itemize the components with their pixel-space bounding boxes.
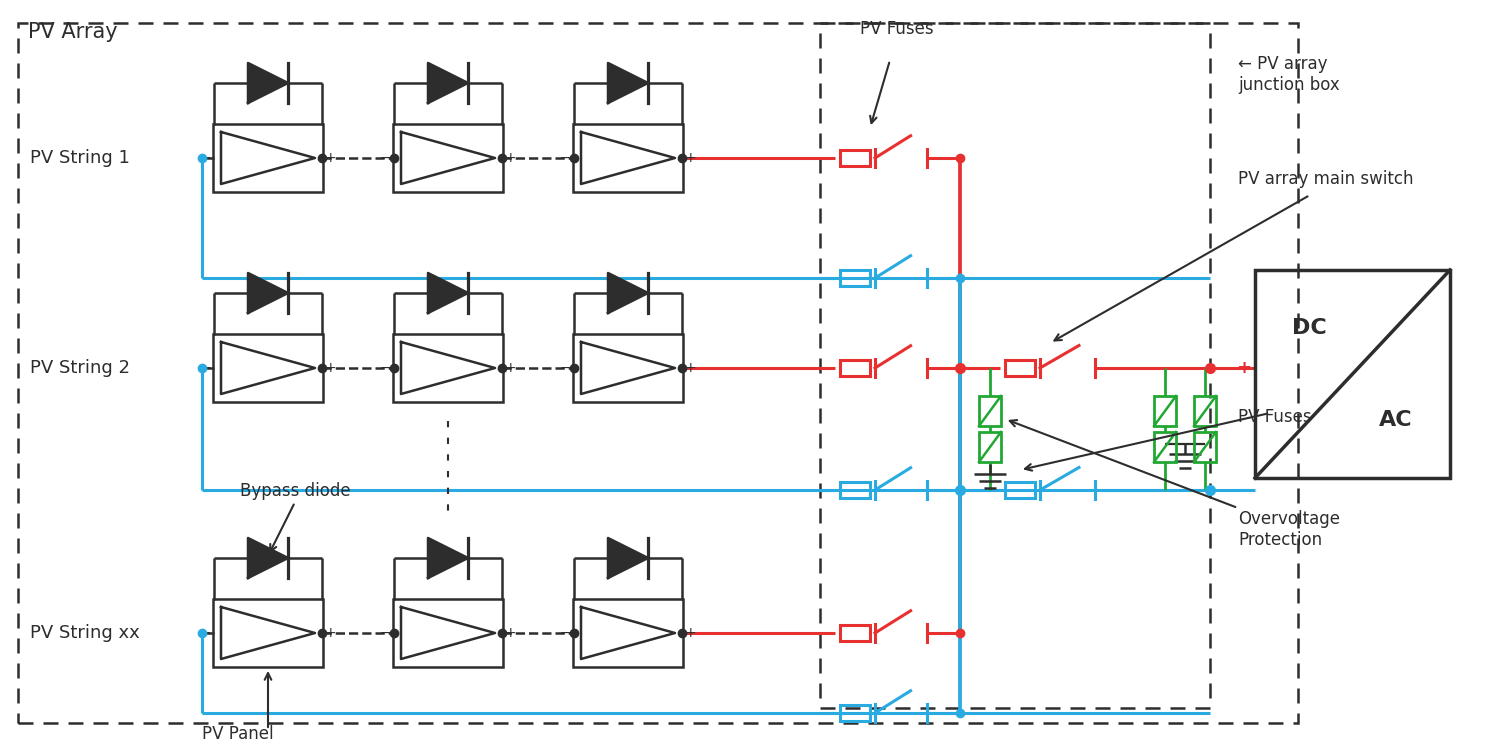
- Polygon shape: [428, 273, 468, 313]
- Text: +: +: [685, 626, 697, 640]
- Text: +: +: [1236, 359, 1251, 377]
- Text: PV Fuses: PV Fuses: [1238, 408, 1312, 426]
- Bar: [572, 599, 684, 667]
- Bar: [1154, 432, 1176, 462]
- Bar: [393, 334, 503, 402]
- Text: −: −: [199, 626, 211, 640]
- Bar: [840, 270, 870, 286]
- Text: PV String 2: PV String 2: [30, 359, 130, 377]
- Bar: [18, 23, 1298, 723]
- Polygon shape: [608, 273, 648, 313]
- Polygon shape: [428, 538, 468, 578]
- Bar: [979, 432, 1001, 462]
- Bar: [840, 705, 870, 721]
- Bar: [1005, 482, 1035, 498]
- Polygon shape: [248, 273, 288, 313]
- Text: ← PV array
junction box: ← PV array junction box: [1238, 55, 1340, 94]
- Text: Overvoltage
Protection: Overvoltage Protection: [1238, 510, 1340, 549]
- Text: −: −: [1235, 480, 1251, 500]
- Text: PV Panel: PV Panel: [202, 725, 274, 743]
- Text: +: +: [505, 361, 517, 375]
- Text: −: −: [380, 151, 392, 165]
- Text: −: −: [380, 626, 392, 640]
- Text: PV String xx: PV String xx: [30, 624, 140, 642]
- Text: −: −: [199, 361, 211, 375]
- Polygon shape: [608, 538, 648, 578]
- Bar: [212, 334, 322, 402]
- Bar: [979, 396, 1001, 426]
- Text: −: −: [199, 151, 211, 165]
- Text: AC: AC: [1378, 410, 1413, 430]
- Bar: [572, 334, 684, 402]
- Text: PV array main switch: PV array main switch: [1238, 170, 1414, 188]
- Text: −: −: [380, 361, 392, 375]
- Text: +: +: [505, 626, 517, 640]
- Bar: [393, 124, 503, 192]
- Text: PV String 1: PV String 1: [30, 149, 130, 167]
- Text: −: −: [559, 626, 571, 640]
- Text: PV Fuses: PV Fuses: [860, 20, 934, 38]
- Bar: [1005, 360, 1035, 376]
- Text: +: +: [325, 626, 337, 640]
- Bar: [572, 124, 684, 192]
- Polygon shape: [608, 63, 648, 103]
- Bar: [212, 599, 322, 667]
- Bar: [1194, 432, 1215, 462]
- Text: Bypass diode: Bypass diode: [239, 482, 351, 500]
- Text: −: −: [559, 151, 571, 165]
- Text: DC: DC: [1292, 318, 1327, 338]
- Bar: [840, 150, 870, 166]
- Text: +: +: [505, 151, 517, 165]
- Bar: [840, 360, 870, 376]
- Text: −: −: [559, 361, 571, 375]
- Bar: [840, 625, 870, 641]
- Text: +: +: [325, 151, 337, 165]
- Polygon shape: [248, 538, 288, 578]
- Bar: [1194, 396, 1215, 426]
- Bar: [840, 482, 870, 498]
- Polygon shape: [428, 63, 468, 103]
- Text: +: +: [685, 151, 697, 165]
- Text: +: +: [325, 361, 337, 375]
- Text: +: +: [685, 361, 697, 375]
- Bar: [1154, 396, 1176, 426]
- Bar: [393, 599, 503, 667]
- Polygon shape: [248, 63, 288, 103]
- Bar: [819, 23, 1209, 708]
- Text: PV Array: PV Array: [29, 22, 117, 42]
- Bar: [1254, 270, 1450, 478]
- Bar: [212, 124, 322, 192]
